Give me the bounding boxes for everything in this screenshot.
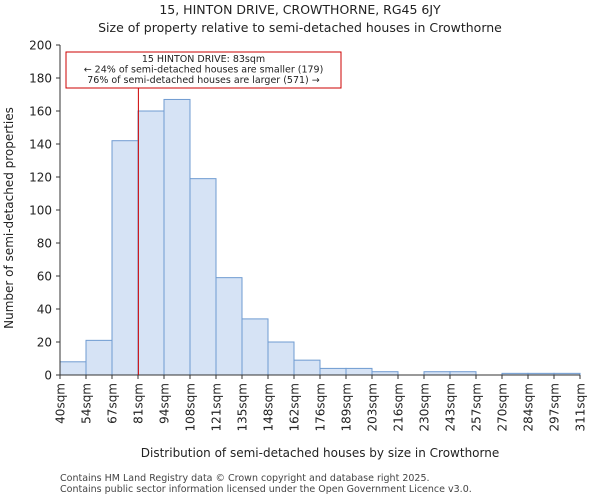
x-tick-label: 297sqm	[548, 383, 562, 431]
y-tick-group: 0 20 40 60 80 100 120 140 160 180 200	[29, 39, 60, 383]
bar-group	[59, 98, 581, 376]
histogram-bar	[111, 140, 139, 376]
y-tick-label: 140	[29, 138, 52, 152]
x-tick-label: 284sqm	[522, 383, 536, 431]
chart-subtitle: Size of property relative to semi-detach…	[98, 20, 502, 35]
histogram-bar	[293, 359, 321, 376]
x-tick-label: 121sqm	[210, 383, 224, 431]
x-tick-label: 162sqm	[288, 383, 302, 431]
histogram-bar	[267, 341, 295, 376]
x-tick-label: 148sqm	[262, 383, 276, 431]
y-tick-label: 100	[29, 204, 52, 218]
x-tick-label: 230sqm	[418, 383, 432, 431]
annotation-line: 15 HINTON DRIVE: 83sqm	[142, 54, 265, 65]
x-tick-label: 203sqm	[366, 383, 380, 431]
y-tick-label: 40	[37, 303, 52, 317]
histogram-bar	[85, 339, 113, 376]
y-axis-label: Number of semi-detached properties	[2, 107, 16, 329]
y-tick-label: 120	[29, 171, 52, 185]
histogram-bar	[345, 367, 373, 376]
annotation-line: ← 24% of semi-detached houses are smalle…	[84, 65, 324, 76]
x-tick-label: 189sqm	[340, 383, 354, 431]
x-tick-label: 54sqm	[80, 383, 94, 424]
footer-line-2: Contains public sector information licen…	[60, 484, 472, 495]
histogram-bar	[163, 98, 191, 376]
x-tick-group: 40sqm 54sqm 67sqm 81sqm 94sqm 108sqm 121sqm 135…	[54, 375, 588, 431]
x-tick-label: 257sqm	[470, 383, 484, 431]
x-tick-label: 135sqm	[236, 383, 250, 431]
x-tick-label: 176sqm	[314, 383, 328, 431]
x-tick-label: 108sqm	[184, 383, 198, 431]
x-tick-label: 270sqm	[496, 383, 510, 431]
x-tick-label: 81sqm	[132, 383, 146, 424]
x-tick-label: 40sqm	[54, 383, 68, 424]
histogram-bar	[241, 318, 269, 376]
y-tick-label: 200	[29, 39, 52, 53]
x-tick-label: 216sqm	[392, 383, 406, 431]
x-axis-label: Distribution of semi-detached houses by …	[141, 446, 499, 460]
histogram-bar	[137, 110, 165, 376]
annotation-line: 76% of semi-detached houses are larger (…	[87, 75, 320, 86]
histogram-chart: 0 20 40 60 80 100 120 140 160 180 200 40sqm 54sqm 67…	[2, 39, 588, 461]
y-tick-label: 180	[29, 72, 52, 86]
y-tick-label: 0	[44, 369, 52, 383]
histogram-bar	[59, 361, 87, 376]
footer-line-1: Contains HM Land Registry data © Crown c…	[60, 473, 430, 484]
histogram-bar	[189, 178, 217, 376]
marker-group: 15 HINTON DRIVE: 83sqm← 24% of semi-deta…	[65, 51, 342, 375]
x-tick-label: 243sqm	[444, 383, 458, 431]
y-tick-label: 60	[37, 270, 52, 284]
annotation-box	[65, 51, 342, 89]
x-tick-label: 67sqm	[106, 383, 120, 424]
y-tick-label: 160	[29, 105, 52, 119]
x-tick-label: 311sqm	[574, 383, 588, 431]
y-tick-label: 80	[37, 237, 52, 251]
chart-title: 15, HINTON DRIVE, CROWTHORNE, RG45 6JY	[159, 2, 441, 17]
histogram-bar	[319, 367, 347, 376]
footer: Contains HM Land Registry data © Crown c…	[60, 473, 472, 495]
y-tick-label: 20	[37, 336, 52, 350]
x-tick-label: 94sqm	[158, 383, 172, 424]
histogram-bar	[215, 277, 243, 376]
